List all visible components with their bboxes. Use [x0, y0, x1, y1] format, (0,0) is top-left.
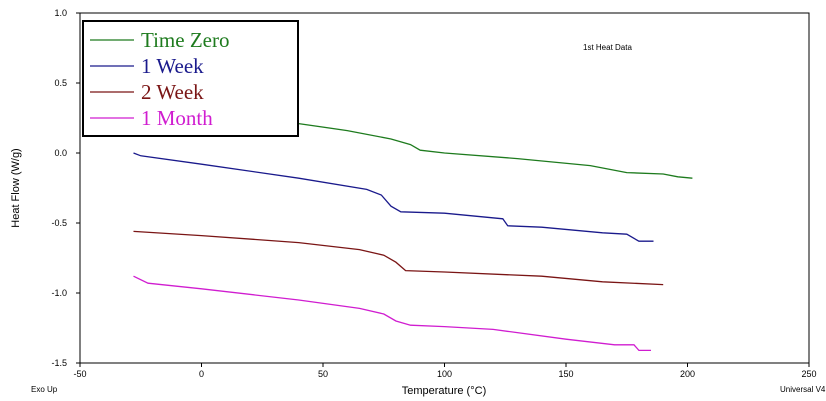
y-axis: 1.0 0.5 0.0 -0.5 -1.0 -1.5 — [51, 8, 80, 368]
y-tick-label: -1.5 — [51, 358, 67, 368]
y-tick-label: -0.5 — [51, 218, 67, 228]
software-version-label: Universal V4.7 — [780, 385, 826, 394]
x-tick-label: 200 — [680, 369, 695, 379]
y-tick-label: 1.0 — [54, 8, 67, 18]
series-line-1 — [133, 100, 693, 179]
y-axis-title: Heat Flow (W/g) — [10, 148, 22, 227]
x-axis-title: Temperature (°C) — [402, 385, 486, 397]
x-tick-label: 150 — [558, 369, 573, 379]
x-tick-label: 0 — [199, 369, 204, 379]
series-line-4 — [133, 275, 651, 352]
legend-label: 2 Week — [141, 80, 204, 104]
heat-data-annotation: 1st Heat Data — [583, 43, 632, 52]
y-tick-label: 0.0 — [54, 148, 67, 158]
x-axis: -50 0 50 100 150 200 250 — [73, 363, 817, 379]
series-line-2 — [133, 152, 654, 242]
x-tick-label: -50 — [73, 369, 86, 379]
legend-label: 1 Week — [141, 54, 204, 78]
series-lines — [133, 100, 693, 352]
legend-label: 1 Month — [141, 106, 213, 130]
series-line-3 — [133, 230, 664, 286]
y-tick-label: -1.0 — [51, 288, 67, 298]
x-tick-label: 250 — [801, 369, 816, 379]
x-tick-label: 100 — [437, 369, 452, 379]
legend-label: Time Zero — [141, 28, 229, 52]
y-tick-label: 0.5 — [54, 78, 67, 88]
x-tick-label: 50 — [318, 369, 328, 379]
exo-up-label: Exo Up — [31, 385, 58, 394]
